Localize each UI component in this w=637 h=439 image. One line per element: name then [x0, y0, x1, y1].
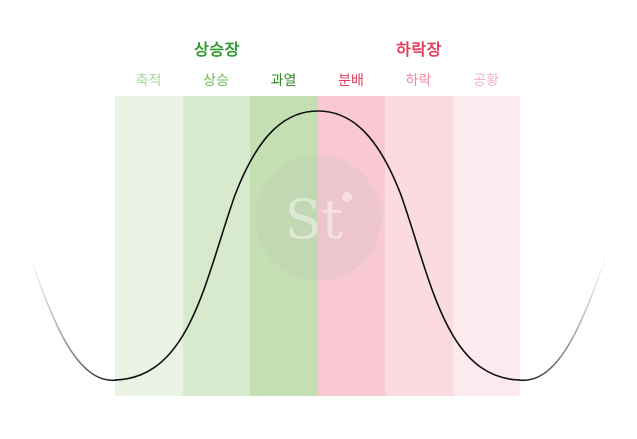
watermark-text: St: [285, 188, 344, 251]
watermark-dot: [342, 192, 352, 202]
phase-label-excess: 과열: [270, 73, 297, 89]
phase-band-markdown: [385, 96, 453, 396]
phase-band-excess: [250, 96, 318, 396]
bull-market-title: 상승장: [194, 40, 240, 59]
cycle-curve-right-tail: [518, 255, 607, 381]
phase-label-markdown: 하락: [405, 73, 432, 89]
cycle-curve: [114, 110, 521, 381]
phase-label-accumulation: 축적: [135, 73, 162, 89]
watermark-circle: [255, 155, 381, 281]
cycle-curve-left-tail: [29, 255, 118, 381]
phase-band-distribution: [317, 96, 385, 396]
phase-band-accumulation: [115, 96, 183, 396]
phase-label-distribution: 분배: [338, 73, 364, 89]
bear-market-title: 하락장: [396, 40, 442, 59]
phase-band-panic: [452, 96, 520, 396]
watermark-logo: St: [255, 155, 381, 281]
phase-label-panic: 공황: [473, 73, 499, 89]
phase-band-markup: [182, 96, 250, 396]
phase-label-markup: 상승: [203, 73, 229, 89]
